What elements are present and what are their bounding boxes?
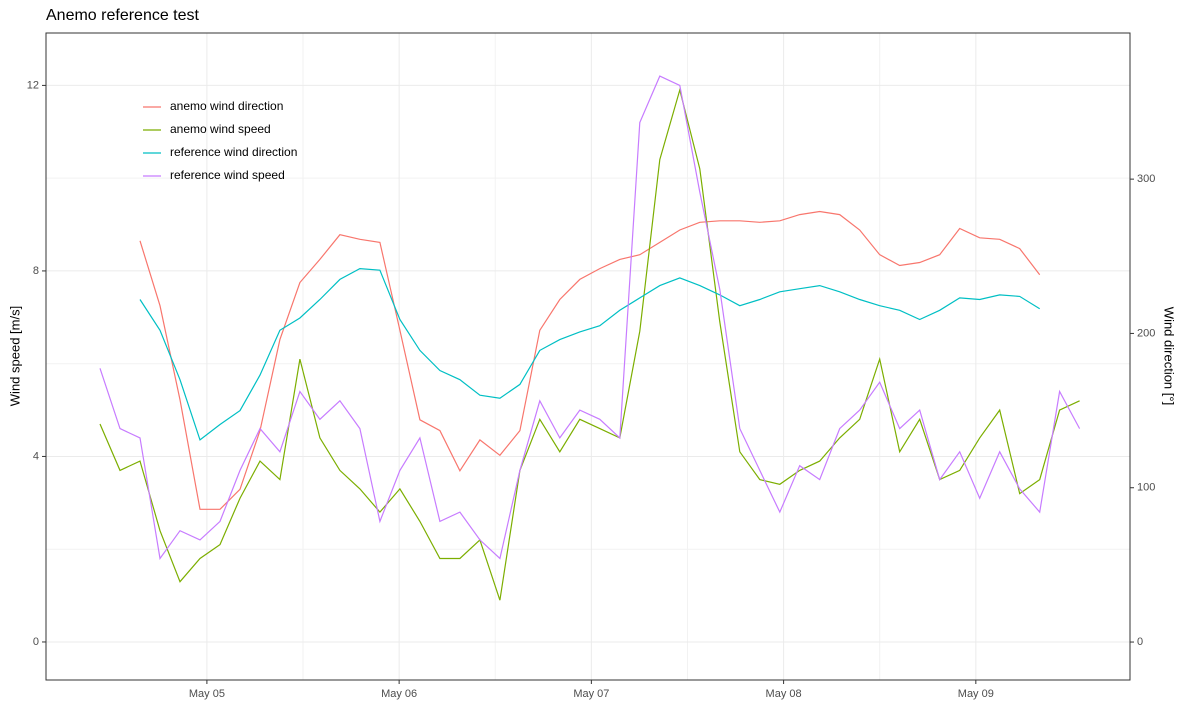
y2-tick-label: 300 [1137,173,1155,185]
y-axis-label: Wind speed [m/s] [7,306,22,406]
y-tick-label: 4 [33,450,39,462]
x-tick-label: May 05 [189,688,225,700]
panel-border [45,32,1131,681]
y-tick-label: 0 [33,636,39,648]
y2-tick-label: 100 [1137,482,1155,494]
y2-tick-label: 200 [1137,327,1155,339]
series-line [139,267,1041,441]
y2-tick-label: 0 [1137,636,1143,648]
series-line [139,210,1041,510]
x-tick-label: May 08 [766,688,802,700]
x-tick-label: May 07 [573,688,609,700]
legend-label: anemo wind speed [170,122,271,136]
legend-label: reference wind direction [170,145,297,159]
legend-label: reference wind speed [170,168,285,182]
series-line [99,87,1080,601]
y-tick-label: 12 [27,79,39,91]
y-tick-label: 8 [33,265,39,277]
legend-label: anemo wind direction [170,99,283,113]
chart-title: Anemo reference test [46,7,200,24]
y2-axis-label: Wind direction [°] [1162,307,1177,405]
x-tick-label: May 06 [381,688,417,700]
x-tick-label: May 09 [958,688,994,700]
series-line [99,75,1081,561]
